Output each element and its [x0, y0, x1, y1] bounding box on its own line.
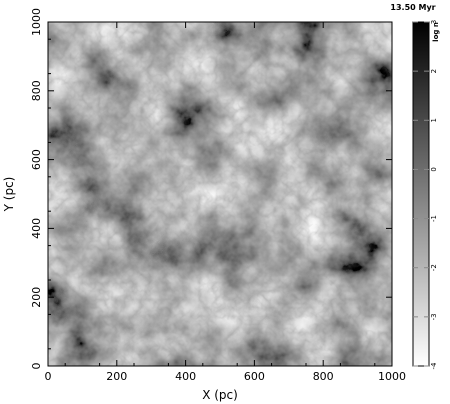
y-tick-label: 200 — [30, 287, 43, 308]
y-tick-label: 1000 — [30, 8, 43, 36]
colorbar-tick-label: -4 — [430, 362, 438, 370]
colorbar-tick-label: 2 — [430, 69, 438, 73]
colorbar-label: log n — [432, 22, 440, 42]
colorbar-gradient — [412, 21, 430, 367]
x-axis-label: X (pc) — [202, 388, 238, 402]
colorbar: -4 -3 -2 -1 0 1 2 3 log n — [412, 20, 440, 370]
x-tick-label: 1000 — [378, 370, 406, 383]
y-axis-label: Y (pc) — [2, 177, 16, 213]
x-tick-label: 600 — [244, 370, 265, 383]
density-map — [48, 22, 392, 366]
colorbar-tick-label: -2 — [430, 264, 438, 271]
y-tick-label: 0 — [30, 363, 43, 370]
colorbar-tick-label: 3 — [430, 20, 438, 24]
x-tick-label: 400 — [175, 370, 196, 383]
y-tick-label: 400 — [30, 218, 43, 239]
x-tick-label: 0 — [45, 370, 52, 383]
colorbar-tick-label: -1 — [430, 215, 438, 222]
colorbar-ticks: -4 -3 -2 -1 0 1 2 3 — [413, 20, 438, 370]
colorbar-tick-label: 0 — [430, 167, 438, 171]
y-tick-label: 600 — [30, 149, 43, 170]
colorbar-tick-label: 1 — [430, 118, 438, 122]
x-axis-ticks: 0 200 400 600 800 1000 — [45, 22, 406, 383]
plot-frame — [47, 21, 393, 367]
colorbar-tick-label: -3 — [430, 313, 438, 320]
x-tick-label: 800 — [313, 370, 334, 383]
x-tick-label: 200 — [106, 370, 127, 383]
y-axis-ticks: 0 200 400 600 800 1000 — [30, 8, 392, 370]
time-annotation: 13.50 Myr — [390, 3, 435, 12]
y-tick-label: 800 — [30, 80, 43, 101]
